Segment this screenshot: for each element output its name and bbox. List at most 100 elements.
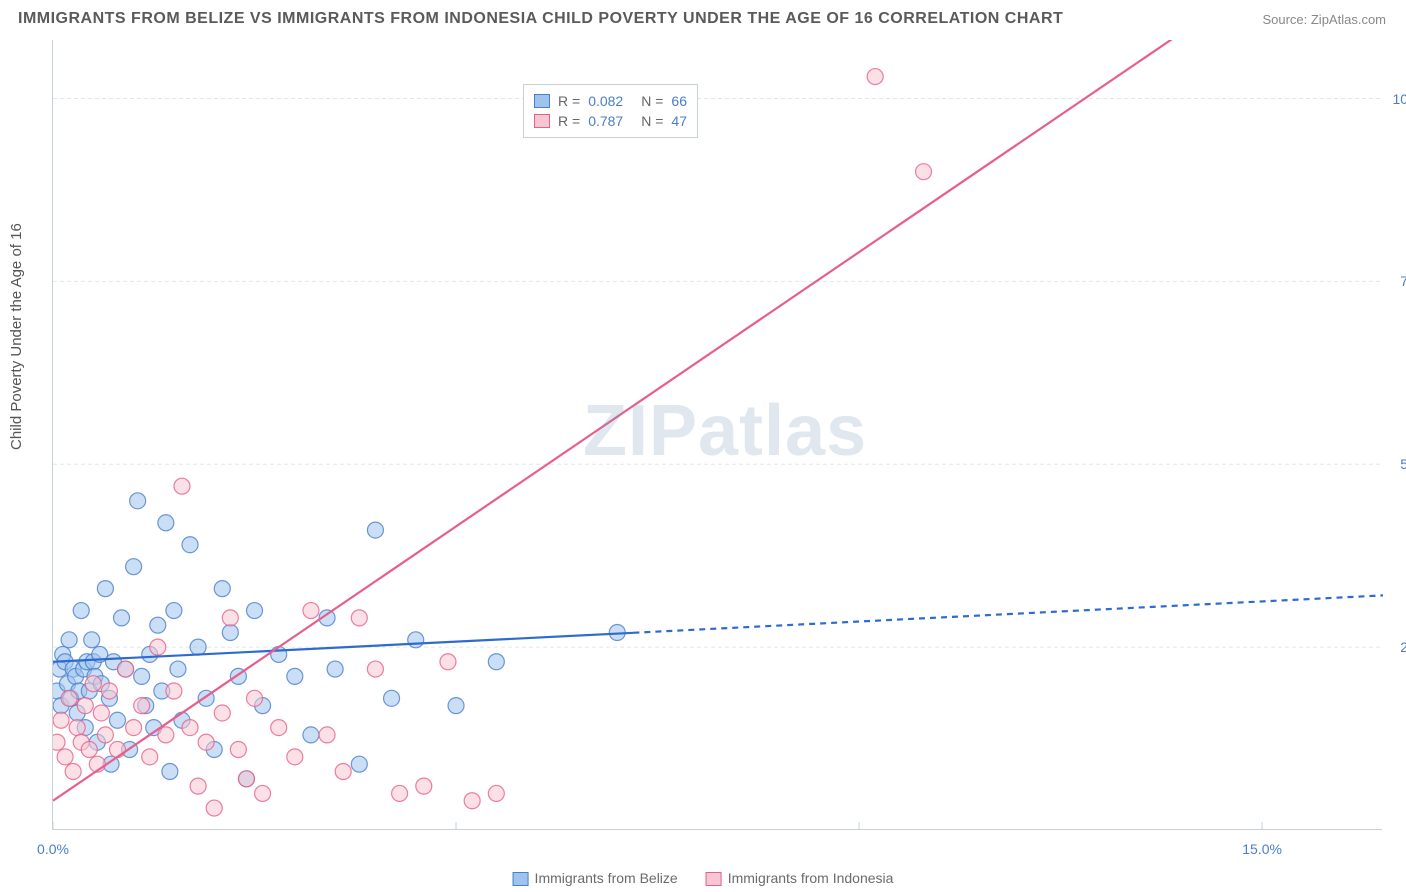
data-point [114, 610, 130, 626]
data-point [97, 727, 113, 743]
data-point [335, 763, 351, 779]
data-point [134, 698, 150, 714]
data-point [57, 749, 73, 765]
data-point [384, 690, 400, 706]
data-point [126, 559, 142, 575]
data-point [327, 661, 343, 677]
data-point [867, 69, 883, 85]
legend-item: Immigrants from Indonesia [706, 870, 894, 886]
legend-swatch [513, 872, 529, 886]
data-point [150, 617, 166, 633]
data-point [109, 712, 125, 728]
data-point [303, 603, 319, 619]
data-point [238, 771, 254, 787]
data-point [206, 800, 222, 816]
data-point [190, 778, 206, 794]
data-point [77, 698, 93, 714]
data-point [142, 749, 158, 765]
data-point [158, 515, 174, 531]
data-point [222, 610, 238, 626]
data-point [247, 603, 263, 619]
n-value: 47 [671, 113, 687, 129]
data-point [440, 654, 456, 670]
x-tick-label: 0.0% [37, 841, 69, 857]
r-label: R = [558, 113, 580, 129]
n-label: N = [641, 93, 663, 109]
r-legend-row: R = 0.787 N = 47 [534, 111, 687, 131]
r-legend: R = 0.082 N = 66 R = 0.787 N = 47 [523, 84, 698, 138]
chart-title: IMMIGRANTS FROM BELIZE VS IMMIGRANTS FRO… [18, 10, 1063, 28]
data-point [162, 763, 178, 779]
data-point [84, 632, 100, 648]
data-point [488, 785, 504, 801]
data-point [126, 720, 142, 736]
x-tick-label: 15.0% [1242, 841, 1282, 857]
legend-bottom: Immigrants from Belize Immigrants from In… [513, 870, 894, 886]
data-point [97, 581, 113, 597]
data-point [271, 646, 287, 662]
r-value: 0.787 [588, 113, 623, 129]
r-value: 0.082 [588, 93, 623, 109]
data-point [166, 603, 182, 619]
data-point [351, 756, 367, 772]
data-point [351, 610, 367, 626]
legend-swatch [534, 114, 550, 128]
data-point [271, 720, 287, 736]
data-point [53, 712, 69, 728]
data-point [319, 727, 335, 743]
data-point [166, 683, 182, 699]
data-point [287, 749, 303, 765]
data-point [448, 698, 464, 714]
data-point [93, 705, 109, 721]
data-point [134, 668, 150, 684]
data-point [61, 690, 77, 706]
data-point [85, 676, 101, 692]
legend-item: Immigrants from Belize [513, 870, 678, 886]
legend-label: Immigrants from Belize [535, 870, 678, 886]
data-point [287, 668, 303, 684]
legend-label: Immigrants from Indonesia [728, 870, 894, 886]
legend-swatch [706, 872, 722, 886]
data-point [367, 522, 383, 538]
data-point [73, 603, 89, 619]
y-tick-label: 50.0% [1400, 456, 1406, 472]
data-point [247, 690, 263, 706]
data-point [255, 785, 271, 801]
data-point [408, 632, 424, 648]
data-point [61, 632, 77, 648]
n-label: N = [641, 113, 663, 129]
chart-container: IMMIGRANTS FROM BELIZE VS IMMIGRANTS FRO… [0, 0, 1406, 892]
data-point [158, 727, 174, 743]
data-point [150, 639, 166, 655]
y-tick-label: 25.0% [1400, 639, 1406, 655]
data-point [69, 720, 85, 736]
n-value: 66 [671, 93, 687, 109]
data-point [118, 661, 134, 677]
data-point [464, 793, 480, 809]
y-axis-label: Child Poverty Under the Age of 16 [8, 223, 25, 450]
data-point [170, 661, 186, 677]
data-point [214, 581, 230, 597]
data-point [101, 683, 117, 699]
y-tick-label: 100.0% [1393, 91, 1406, 107]
data-point [488, 654, 504, 670]
data-point [303, 727, 319, 743]
r-label: R = [558, 93, 580, 109]
data-point [130, 493, 146, 509]
legend-swatch [534, 94, 550, 108]
trend-line [53, 40, 1383, 801]
y-tick-label: 75.0% [1400, 273, 1406, 289]
plot-area: ZIPatlas 25.0%50.0%75.0%100.0%0.0%15.0% … [52, 40, 1382, 830]
data-point [182, 720, 198, 736]
data-point [392, 785, 408, 801]
r-legend-row: R = 0.082 N = 66 [534, 91, 687, 111]
data-point [190, 639, 206, 655]
data-point [367, 661, 383, 677]
data-point [222, 625, 238, 641]
data-point [109, 742, 125, 758]
data-point [198, 734, 214, 750]
data-point [65, 763, 81, 779]
data-point [81, 742, 97, 758]
data-point [174, 478, 190, 494]
data-point [53, 734, 65, 750]
